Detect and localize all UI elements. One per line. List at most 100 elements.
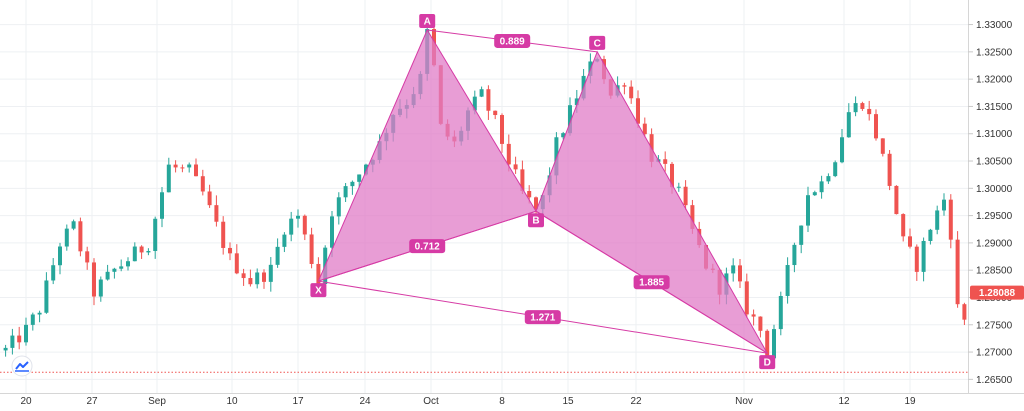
candle-body bbox=[751, 314, 756, 317]
ratio-label: 0.889 bbox=[500, 36, 525, 47]
candle-body bbox=[493, 110, 498, 116]
candle-body bbox=[10, 335, 15, 348]
candle-body bbox=[187, 164, 192, 168]
candle-body bbox=[92, 262, 96, 297]
candle-body bbox=[296, 215, 300, 219]
candle-body bbox=[37, 312, 42, 315]
candle-body bbox=[520, 169, 525, 191]
candle-body bbox=[860, 103, 865, 109]
candle-body bbox=[275, 246, 280, 265]
ratio-label: 1.271 bbox=[530, 313, 555, 324]
candle-body bbox=[112, 268, 117, 272]
candle-body bbox=[636, 98, 640, 124]
candle-body bbox=[3, 347, 8, 351]
candle-body bbox=[819, 181, 824, 193]
ratio-badge bbox=[494, 33, 531, 48]
ratio-label: 0.712 bbox=[415, 242, 440, 253]
candle-body bbox=[663, 159, 668, 164]
candle-body bbox=[17, 335, 22, 343]
candle-body bbox=[180, 167, 185, 169]
candle-body bbox=[486, 89, 491, 111]
ratio-badge bbox=[524, 310, 561, 325]
candle-body bbox=[302, 215, 307, 235]
candle-body bbox=[901, 214, 906, 237]
candle-body bbox=[799, 225, 804, 245]
y-tick-label: 1.27000 bbox=[976, 348, 1013, 359]
candle-body bbox=[887, 153, 892, 186]
candle-body bbox=[738, 265, 742, 282]
candle-body bbox=[207, 191, 212, 206]
x-tick-label: 22 bbox=[630, 396, 642, 407]
candle-body bbox=[765, 330, 770, 359]
candle-body bbox=[241, 273, 246, 279]
candle-body bbox=[772, 329, 776, 359]
candle-body bbox=[160, 192, 164, 219]
candle-body bbox=[357, 174, 362, 182]
candle-body bbox=[30, 314, 35, 325]
candle-body bbox=[574, 98, 579, 106]
x-tick-label: 8 bbox=[499, 396, 505, 407]
candle-body bbox=[846, 112, 851, 138]
y-tick-label: 1.29000 bbox=[976, 238, 1013, 249]
candle-body bbox=[119, 266, 124, 269]
candle-body bbox=[731, 265, 736, 274]
candle-body bbox=[955, 239, 960, 305]
last-price-tag: 1.28088 bbox=[970, 285, 1024, 300]
candle-body bbox=[146, 250, 151, 253]
price-axis: 1.33000 1.32500 1.32000 1.31500 1.31000 1.305… bbox=[968, 20, 1013, 386]
candle-body bbox=[894, 185, 899, 215]
candle-body bbox=[64, 228, 69, 247]
point-badge bbox=[310, 283, 327, 298]
candle-body bbox=[758, 316, 763, 331]
candle-body bbox=[812, 192, 817, 196]
candle-body bbox=[51, 265, 56, 281]
candle-body bbox=[194, 164, 198, 177]
candle-body bbox=[173, 164, 178, 168]
tradingview-logo-icon[interactable] bbox=[11, 355, 33, 377]
candle-body bbox=[200, 176, 205, 192]
candle-body bbox=[282, 234, 287, 247]
candle-body bbox=[840, 137, 844, 163]
point-badge bbox=[528, 213, 544, 228]
candle-body bbox=[262, 272, 266, 282]
candle-body bbox=[343, 186, 348, 198]
candle-body bbox=[234, 253, 239, 274]
candle-body bbox=[24, 324, 28, 343]
bcd-triangle bbox=[535, 50, 769, 355]
y-tick-label: 1.31500 bbox=[976, 102, 1013, 113]
candle-body bbox=[166, 164, 171, 193]
candle-body bbox=[132, 246, 137, 262]
candle-body bbox=[867, 108, 872, 115]
price-axis-border bbox=[968, 0, 969, 393]
ratio-badge bbox=[633, 275, 670, 290]
candle-body bbox=[785, 265, 790, 296]
y-tick-label: 1.27500 bbox=[976, 320, 1013, 331]
ratio-label: 1.885 bbox=[639, 278, 664, 289]
candle-body bbox=[874, 114, 878, 139]
candle-body bbox=[554, 137, 559, 176]
time-axis-border bbox=[0, 393, 1024, 394]
x-tick-label: 20 bbox=[20, 396, 32, 407]
time-axis: 20 27 Sep 10 17 24 Oct 8 15 22 Nov 12 19 bbox=[20, 396, 916, 407]
x-tick-label: Sep bbox=[148, 396, 166, 407]
candle-body bbox=[98, 279, 103, 297]
candle-body bbox=[853, 103, 858, 113]
point-label: C bbox=[594, 38, 601, 49]
x-tick-label: 19 bbox=[904, 396, 916, 407]
last-price-label: 1.28088 bbox=[979, 288, 1016, 299]
y-tick-label: 1.28500 bbox=[976, 266, 1013, 277]
candle-body bbox=[268, 264, 273, 282]
candle-body bbox=[336, 197, 341, 217]
last-price-tag-bg bbox=[970, 285, 1024, 300]
candle-body bbox=[928, 229, 933, 241]
candle-body bbox=[479, 89, 484, 97]
candle-body bbox=[826, 176, 831, 182]
candle-body bbox=[880, 138, 885, 154]
candle-body bbox=[561, 133, 566, 138]
candle-body bbox=[71, 221, 76, 229]
point-label: X bbox=[315, 286, 322, 297]
candle-body bbox=[506, 143, 511, 165]
candle-body bbox=[78, 221, 83, 252]
candle-body bbox=[126, 261, 130, 267]
